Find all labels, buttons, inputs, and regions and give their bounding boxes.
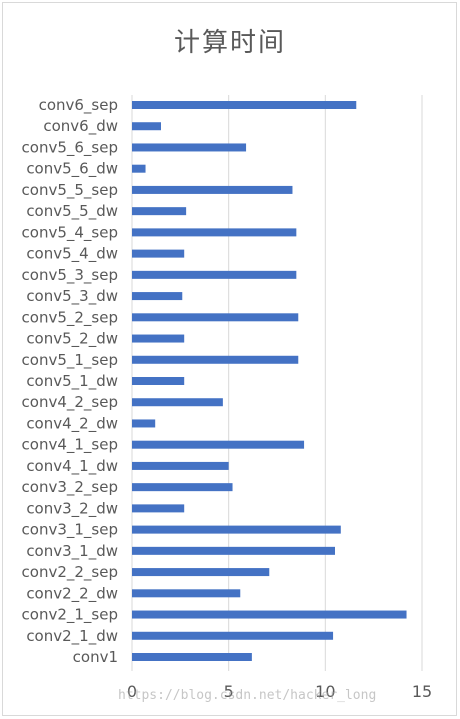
- category-label-conv4_2_dw: conv4_2_dw: [26, 414, 118, 433]
- category-label-conv2_1_sep: conv2_1_sep: [22, 606, 118, 625]
- category-label-conv3_2_sep: conv3_2_sep: [22, 478, 118, 497]
- bar-conv4_2_dw: [132, 419, 156, 428]
- x-tick-label: 10: [315, 682, 335, 701]
- bar-conv3_1_dw: [132, 546, 335, 555]
- bar-conv5_4_dw: [132, 249, 185, 258]
- category-label-conv5_2_sep: conv5_2_sep: [22, 308, 118, 327]
- bar-conv6_sep: [132, 101, 357, 109]
- category-label-conv5_6_sep: conv5_6_sep: [22, 138, 118, 157]
- category-label-conv5_2_dw: conv5_2_dw: [26, 330, 118, 349]
- category-label-conv5_3_sep: conv5_3_sep: [22, 266, 118, 285]
- bar-conv5_3_sep: [132, 270, 297, 279]
- bar-layer: [132, 101, 407, 661]
- bar-conv4_1_sep: [132, 440, 305, 449]
- category-label-conv3_2_dw: conv3_2_dw: [26, 499, 118, 518]
- bar-conv5_1_dw: [132, 377, 185, 385]
- bar-conv2_2_dw: [132, 589, 241, 598]
- bar-conv4_1_dw: [132, 461, 229, 470]
- bar-conv5_2_sep: [132, 313, 299, 322]
- bar-conv4_2_sep: [132, 398, 223, 407]
- bar-conv5_3_dw: [132, 292, 183, 301]
- bar-conv5_2_dw: [132, 334, 185, 343]
- bar-conv3_2_sep: [132, 483, 233, 492]
- category-label-conv6_dw: conv6_dw: [43, 117, 118, 136]
- x-tick-label: 15: [412, 682, 432, 701]
- bar-conv3_1_sep: [132, 525, 341, 534]
- category-label-conv4_2_sep: conv4_2_sep: [22, 393, 118, 412]
- category-label-conv2_2_sep: conv2_2_sep: [22, 563, 118, 582]
- category-label-conv4_1_sep: conv4_1_sep: [22, 436, 118, 455]
- category-label-conv3_1_sep: conv3_1_sep: [22, 521, 118, 540]
- bar-conv2_1_sep: [132, 610, 407, 619]
- bar-conv5_1_sep: [132, 355, 299, 364]
- bar-conv1: [132, 653, 252, 661]
- bar-conv5_6_sep: [132, 143, 247, 152]
- tick-label-layer: 0 5 10 15: [127, 682, 432, 701]
- category-label-layer: conv6_sep conv6_dw conv5_6_sep conv5_6_dwco…: [22, 96, 118, 666]
- bar-conv5_5_sep: [132, 185, 293, 194]
- category-label-conv4_1_dw: conv4_1_dw: [26, 457, 118, 476]
- bar-conv3_2_dw: [132, 504, 185, 513]
- category-label-conv5_3_dw: conv5_3_dw: [26, 287, 118, 306]
- category-label-conv5_1_sep: conv5_1_sep: [22, 351, 118, 370]
- bar-conv5_6_dw: [132, 164, 146, 173]
- category-label-conv5_5_sep: conv5_5_sep: [22, 181, 118, 200]
- category-label-conv5_5_dw: conv5_5_dw: [26, 202, 118, 221]
- category-label-conv3_1_dw: conv3_1_dw: [26, 542, 118, 561]
- bar-conv2_1_dw: [132, 631, 334, 640]
- category-label-conv5_4_sep: conv5_4_sep: [22, 223, 118, 242]
- bar-conv5_4_sep: [132, 228, 297, 237]
- bar-conv6_dw: [132, 122, 161, 131]
- category-label-conv5_4_dw: conv5_4_dw: [26, 245, 118, 264]
- category-label-conv2_2_dw: conv2_2_dw: [26, 584, 118, 603]
- x-tick-label: 0: [127, 682, 137, 701]
- watermark-text: https://blog.csdn.net/hacker_long: [118, 688, 377, 703]
- x-tick-label: 5: [224, 682, 234, 701]
- category-label-conv6_sep: conv6_sep: [39, 96, 118, 115]
- category-label-conv5_6_dw: conv5_6_dw: [26, 160, 118, 179]
- category-label-conv1: conv1: [73, 648, 118, 666]
- bar-conv2_2_sep: [132, 568, 270, 577]
- category-label-conv5_1_dw: conv5_1_dw: [26, 372, 118, 391]
- chart-title: 计算时间: [173, 28, 286, 58]
- bar-conv5_5_dw: [132, 207, 187, 216]
- category-label-conv2_1_dw: conv2_1_dw: [26, 627, 118, 646]
